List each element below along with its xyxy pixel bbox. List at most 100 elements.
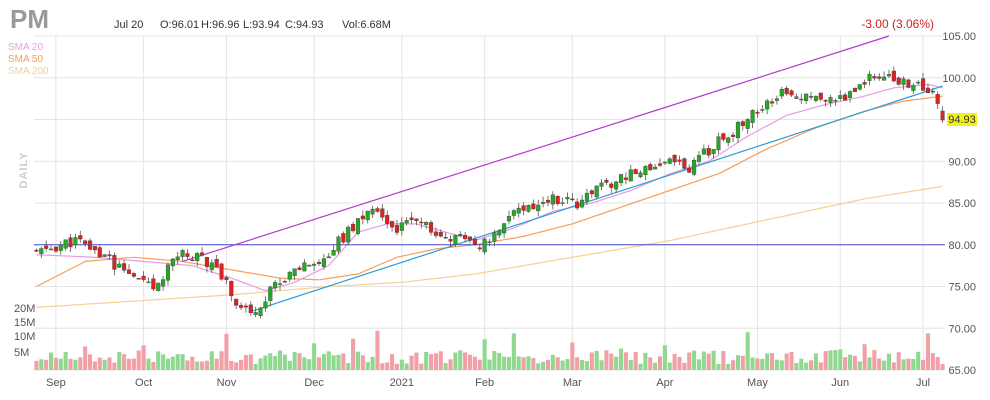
last-price-background — [947, 113, 977, 126]
volume-bar — [122, 354, 127, 370]
volume-bar — [721, 350, 726, 370]
volume-bar — [896, 352, 901, 370]
candle-body — [555, 196, 560, 204]
candle-body — [297, 267, 302, 270]
candle-body — [745, 119, 750, 129]
volume-bar — [682, 362, 687, 370]
candle-body — [770, 101, 775, 104]
candle-body — [209, 262, 214, 270]
candle-body — [277, 283, 283, 285]
candle-body — [419, 221, 424, 224]
candle-body — [165, 264, 171, 281]
candle-body — [662, 161, 667, 164]
candle-body — [175, 256, 180, 260]
volume-bar — [458, 350, 463, 370]
volume-bar — [238, 359, 244, 370]
volume-bar — [448, 359, 453, 370]
candle-body — [657, 163, 663, 166]
legend-sma50: SMA 50 — [8, 54, 43, 65]
volume-bar — [316, 357, 322, 370]
candle-body — [248, 304, 253, 314]
candle-body — [292, 268, 297, 277]
volume-bar — [394, 363, 399, 370]
candle-body — [39, 248, 44, 254]
volume-bar — [477, 359, 482, 370]
volume-bar — [799, 358, 804, 370]
volume-bar — [911, 358, 916, 370]
volume-bar — [234, 362, 239, 370]
x-tick-label: Oct — [135, 377, 152, 389]
candle-body — [331, 250, 336, 256]
candle-body — [706, 148, 711, 156]
volume-bar — [497, 352, 502, 370]
candle-body — [58, 244, 63, 251]
volume-bar — [808, 360, 814, 370]
candle-body — [774, 98, 779, 101]
candle-body — [63, 239, 68, 249]
candle-body — [813, 96, 818, 101]
volume-bar — [49, 352, 54, 370]
volume-bar — [73, 359, 78, 370]
volume-bar — [555, 357, 560, 370]
volume-bar — [901, 359, 906, 370]
candle-body — [755, 111, 760, 114]
x-tick-label: Feb — [475, 377, 494, 389]
x-tick-label: 2021 — [390, 377, 414, 389]
volume-bar — [643, 352, 648, 370]
candle-body — [224, 277, 229, 280]
volume-bar — [740, 355, 745, 370]
volume-bar — [165, 358, 171, 370]
volume-bar — [813, 353, 818, 370]
y-tick-label: 75.00 — [948, 282, 976, 294]
candle-body — [506, 216, 512, 222]
volume-bar — [63, 351, 68, 370]
candle-body — [204, 257, 209, 268]
volume-bar — [321, 353, 326, 370]
candle-body — [375, 208, 380, 212]
candle-body — [594, 185, 599, 198]
candle-body — [667, 158, 672, 164]
volume-bar — [326, 351, 331, 370]
volume-bar — [424, 351, 429, 370]
volume-bar — [433, 353, 438, 370]
volume-bar — [662, 345, 667, 370]
channel-line — [182, 35, 890, 263]
volume-bar — [107, 357, 112, 370]
candle-body — [263, 301, 268, 309]
volume-bar — [219, 351, 224, 370]
volume-bar — [672, 353, 677, 370]
volume-bar — [886, 353, 892, 370]
volume-bar — [78, 357, 83, 370]
x-tick-label: Jun — [831, 377, 849, 389]
volume-bar — [380, 363, 385, 370]
volume-bar — [877, 358, 882, 370]
volume-bar — [204, 360, 209, 370]
candle-body — [433, 231, 438, 236]
sma20-line — [36, 83, 943, 292]
volume-bar — [755, 358, 760, 370]
volume-bar — [68, 358, 73, 370]
volume-bar — [268, 353, 273, 370]
volume-bar — [560, 360, 565, 370]
x-tick-label: May — [747, 377, 768, 389]
candle-body — [467, 236, 473, 241]
candle-body — [638, 172, 643, 178]
volume-bar — [302, 357, 307, 370]
candle-body — [545, 199, 551, 203]
candle-body — [190, 259, 195, 262]
candle-body — [214, 258, 219, 268]
volume-bar — [282, 354, 287, 370]
volume-bar — [277, 350, 283, 370]
x-tick-label: Sep — [46, 377, 66, 389]
candle-body — [643, 166, 648, 175]
candle-body — [580, 199, 585, 208]
candle-body — [268, 286, 273, 301]
volume-bar — [628, 359, 633, 370]
volume-bar — [526, 356, 531, 370]
candle-body — [443, 236, 448, 239]
candle-body — [677, 159, 682, 162]
volume-bar — [511, 333, 516, 370]
y-tick-label: 100.00 — [942, 73, 976, 85]
